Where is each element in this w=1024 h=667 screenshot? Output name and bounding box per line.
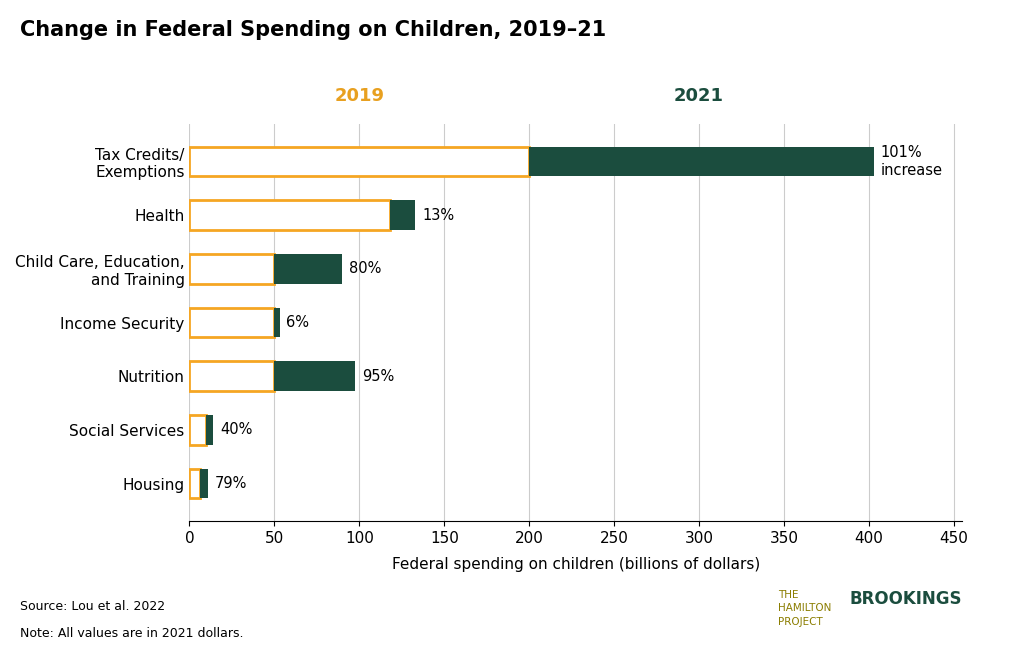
Bar (529, 147, 874, 176)
Text: 13%: 13% (422, 207, 455, 223)
Text: 79%: 79% (214, 476, 247, 491)
Text: 2019: 2019 (335, 87, 384, 105)
Text: 95%: 95% (361, 369, 394, 384)
Bar (200, 469, 208, 498)
Bar (390, 201, 416, 230)
Bar (189, 147, 529, 176)
Text: Change in Federal Spending on Children, 2019–21: Change in Federal Spending on Children, … (20, 20, 607, 40)
Text: 2021: 2021 (674, 87, 724, 105)
Bar (274, 307, 280, 338)
Bar (189, 307, 274, 338)
Text: Note: All values are in 2021 dollars.: Note: All values are in 2021 dollars. (20, 627, 244, 640)
Text: 40%: 40% (220, 422, 253, 438)
Bar (189, 415, 207, 445)
Bar (189, 362, 274, 391)
X-axis label: Federal spending on children (billions of dollars): Federal spending on children (billions o… (392, 557, 760, 572)
Text: Source: Lou et al. 2022: Source: Lou et al. 2022 (20, 600, 166, 613)
Text: 80%: 80% (349, 261, 382, 276)
Bar (207, 415, 213, 445)
Text: THE
HAMILTON
PROJECT: THE HAMILTON PROJECT (778, 590, 831, 627)
Bar (274, 362, 355, 391)
Bar (189, 201, 390, 230)
Bar (189, 254, 274, 283)
Bar (274, 254, 342, 283)
Text: BROOKINGS: BROOKINGS (850, 590, 963, 608)
Text: 101%
increase: 101% increase (881, 145, 943, 178)
Text: 6%: 6% (287, 315, 309, 330)
Bar (189, 469, 200, 498)
